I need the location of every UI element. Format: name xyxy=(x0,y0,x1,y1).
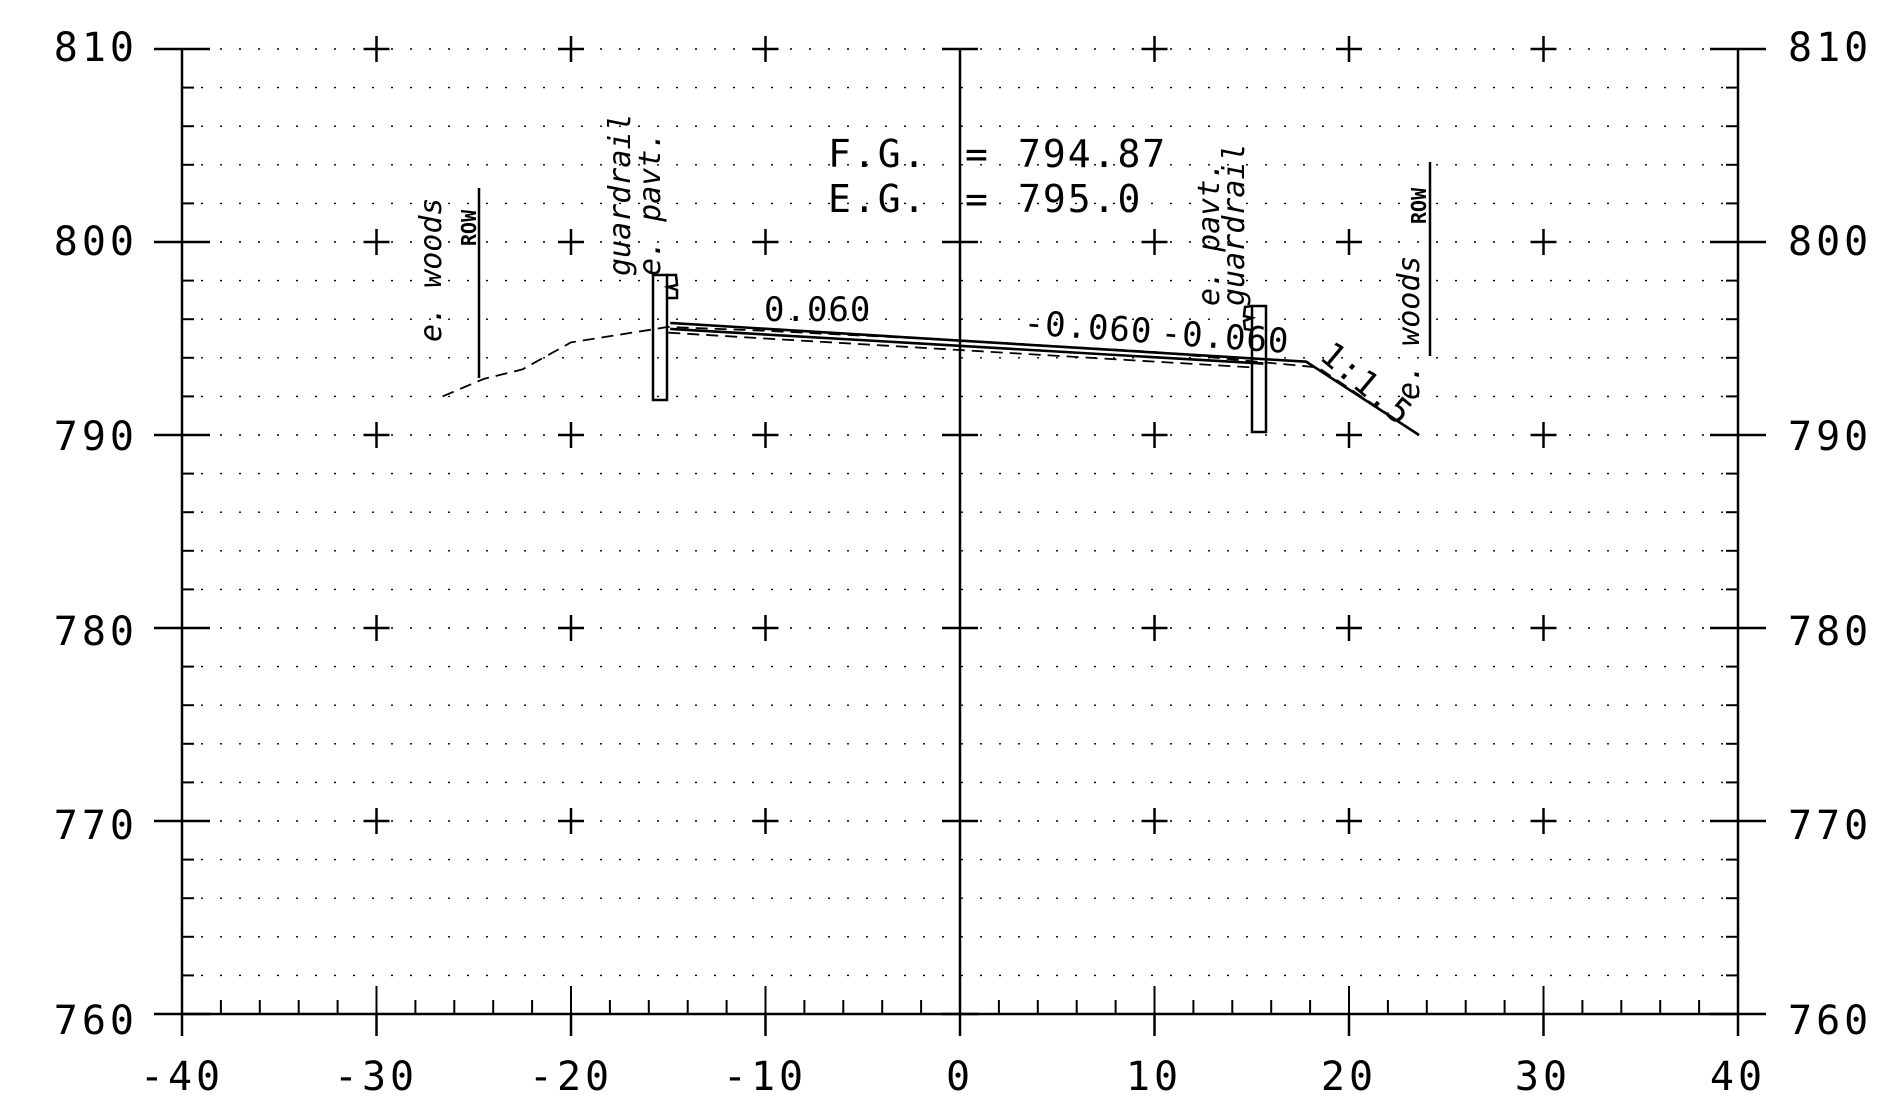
y-tick-label-left: 810 xyxy=(54,25,138,71)
eg-label: E.G. xyxy=(828,177,928,221)
y-tick-label-right: 800 xyxy=(1788,219,1872,265)
fg-equals: = xyxy=(965,132,990,176)
y-tick-label-left: 780 xyxy=(54,609,138,655)
right-pavt-label: e. pavt. xyxy=(1192,162,1227,307)
y-tick-label-left: 790 xyxy=(54,414,138,460)
fg-value: 794.87 xyxy=(1018,132,1167,176)
x-tick-label: 30 xyxy=(1515,1054,1571,1097)
x-tick-label: 20 xyxy=(1321,1054,1377,1097)
left-slope-label: 0.060 xyxy=(764,290,871,330)
eg-equals: = xyxy=(965,177,990,221)
left-guardrail-label: guardrail xyxy=(603,113,638,276)
left-guardrail-rail xyxy=(663,273,679,300)
y-tick-label-right: 790 xyxy=(1788,414,1872,460)
finished-grade-line xyxy=(670,327,1264,365)
profile-lines xyxy=(442,321,1420,437)
right-slope-label: -0.060 xyxy=(1159,313,1290,362)
right-woods-label: e. woods xyxy=(1392,256,1427,401)
y-tick-label-left: 770 xyxy=(54,803,138,849)
fg-label: F.G. xyxy=(828,132,928,176)
grade-header: F.G. = 794.87 E.G. = 795.0 xyxy=(828,132,1167,221)
frame xyxy=(154,47,1766,1036)
left-guardrail-post xyxy=(651,273,669,402)
grid xyxy=(182,36,1738,1015)
y-axis-right-tick-labels: 760 770 780 790 800 810 xyxy=(1788,25,1872,1044)
x-tick-label: -30 xyxy=(334,1054,418,1097)
y-tick-label-right: 760 xyxy=(1788,998,1872,1044)
x-tick-label: -40 xyxy=(140,1054,224,1097)
y-tick-label-right: 780 xyxy=(1788,609,1872,655)
right-row-label: ROW xyxy=(1407,187,1431,224)
mid-slope-label: -0.060 xyxy=(1022,303,1153,352)
slope-labels: 0.060 -0.060 -0.060 1:1.5 xyxy=(764,290,1420,434)
x-tick-label: 40 xyxy=(1710,1054,1766,1097)
right-guardrail-post xyxy=(1250,304,1268,434)
eg-value: 795.0 xyxy=(1018,177,1142,221)
right-guardrail-rail xyxy=(1242,304,1257,332)
x-tick-label: -20 xyxy=(529,1054,613,1097)
left-pavt-label: e. pavt. xyxy=(633,132,668,277)
y-tick-label-right: 770 xyxy=(1788,803,1872,849)
structures xyxy=(477,162,1432,434)
x-axis-tick-labels: -40 -30 -20 -10 0 10 20 30 40 xyxy=(140,1054,1766,1097)
x-tick-label: 10 xyxy=(1126,1054,1182,1097)
y-tick-label-left: 800 xyxy=(54,219,138,265)
x-tick-label: -10 xyxy=(723,1054,807,1097)
annotations: e. woods ROW guardrail e. pavt. e. pavt.… xyxy=(414,113,1431,400)
left-row-label: ROW xyxy=(457,209,481,246)
y-axis-left-tick-labels: 760 770 780 790 800 810 xyxy=(54,25,138,1044)
right-guardrail-label: guardrail xyxy=(1217,143,1252,306)
x-tick-label: 0 xyxy=(946,1054,974,1097)
left-woods-label: e. woods xyxy=(414,198,449,343)
existing-ground-line xyxy=(668,331,1252,369)
y-tick-label-right: 810 xyxy=(1788,25,1872,71)
existing-ground-line xyxy=(442,325,1420,436)
y-tick-label-left: 760 xyxy=(54,998,138,1044)
